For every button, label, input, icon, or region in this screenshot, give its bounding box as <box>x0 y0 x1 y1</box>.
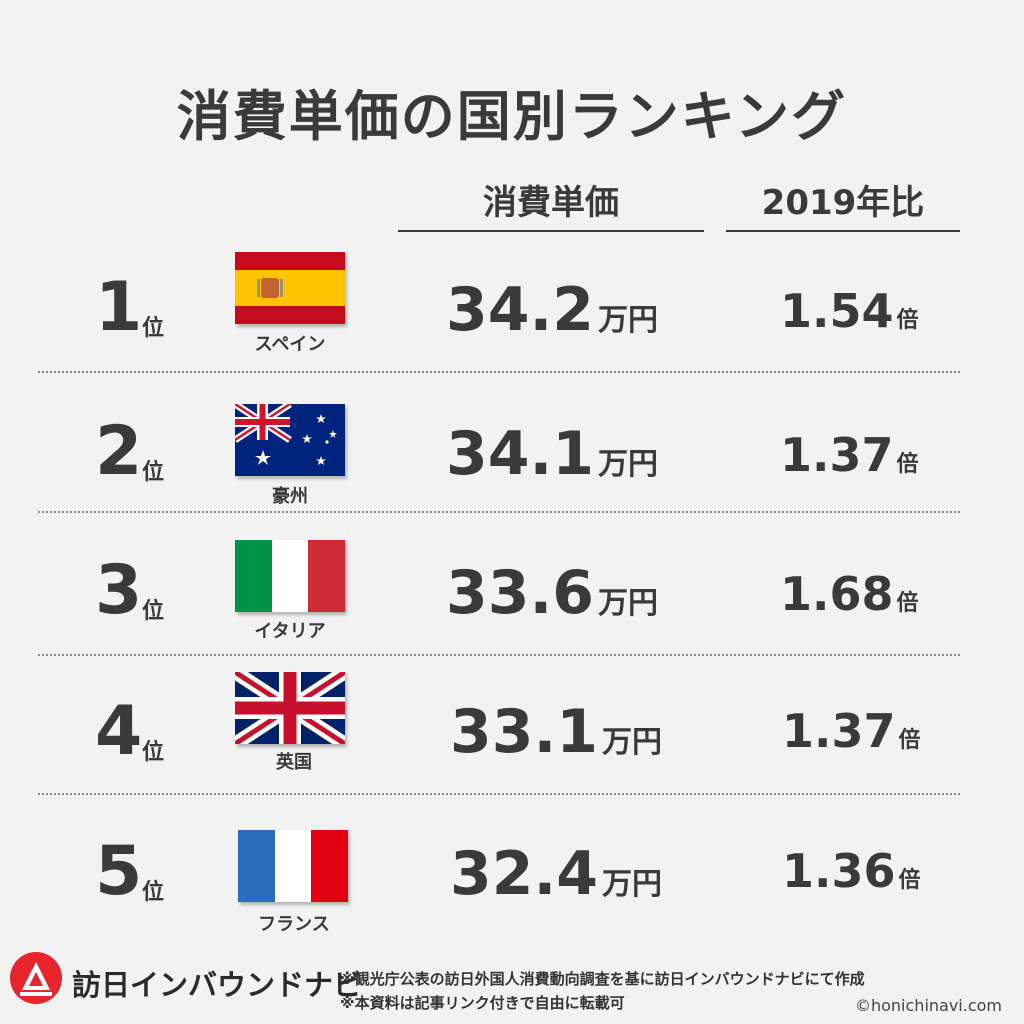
uk-flag-icon <box>235 672 345 744</box>
rank-number: 5 <box>95 832 143 911</box>
ranking-row: 5 位 フランス 32.4 万円 1.36 倍 <box>0 818 1024 948</box>
ratio-value: 1.54 <box>780 284 894 338</box>
row-divider <box>38 511 960 513</box>
spain-flag-icon <box>235 252 345 324</box>
rank-suffix: 位 <box>142 740 165 765</box>
ranking-row: 1 位 スペイン 34.2 万円 1.54 倍 <box>0 250 1024 380</box>
ratio-unit: 倍 <box>898 728 921 753</box>
italy-flag-icon <box>235 540 345 612</box>
rank-suffix: 位 <box>142 880 165 905</box>
price-unit: 万円 <box>598 303 659 338</box>
brand-name: 訪日インバウンドナビ <box>72 968 363 1002</box>
ranking-row: 2 位 <box>0 400 1024 530</box>
row-divider <box>38 793 960 795</box>
ratio-unit: 倍 <box>896 591 919 616</box>
ratio-unit: 倍 <box>896 308 919 333</box>
rank-suffix: 位 <box>142 599 165 624</box>
price-value: 34.2 <box>446 275 595 345</box>
ratio-value-cell: 1.54 倍 <box>780 288 919 334</box>
ratio-value: 1.36 <box>782 844 896 898</box>
australia-flag-icon <box>235 404 345 476</box>
country-name: スペイン <box>254 334 326 355</box>
page-title: 消費単価の国別ランキング <box>176 85 848 148</box>
reprint-note: ※本資料は記事リンク付きで自由に転載可 <box>340 994 625 1012</box>
price-value: 33.1 <box>450 697 599 767</box>
france-flag-icon <box>238 830 348 902</box>
country-name: 英国 <box>276 752 312 773</box>
price-value: 34.1 <box>446 419 595 489</box>
price-value: 32.4 <box>450 839 599 909</box>
ranking-row: 4 位 英国 33.1 万円 1.37 倍 <box>0 668 1024 798</box>
ratio-value-cell: 1.68 倍 <box>780 571 919 617</box>
price-value-cell: 34.2 万円 <box>446 280 658 340</box>
rank-suffix: 位 <box>142 316 165 341</box>
ranking-row: 3 位 イタリア 33.6 万円 1.68 倍 <box>0 535 1024 665</box>
rank-number: 4 <box>95 692 143 771</box>
ratio-value-cell: 1.36 倍 <box>782 848 921 894</box>
ratio-unit: 倍 <box>898 868 921 893</box>
price-value-cell: 33.6 万円 <box>446 563 658 623</box>
country-name: 豪州 <box>272 486 308 507</box>
price-unit: 万円 <box>602 867 663 902</box>
ratio-value: 1.68 <box>780 567 894 621</box>
row-divider <box>38 371 960 373</box>
price-unit: 万円 <box>598 447 659 482</box>
price-column-header: 消費単価 <box>483 183 619 223</box>
row-divider <box>38 654 960 656</box>
country-name: フランス <box>258 914 330 935</box>
price-value-cell: 33.1 万円 <box>450 702 662 762</box>
price-value-cell: 32.4 万円 <box>450 844 662 904</box>
ratio-value: 1.37 <box>782 704 896 758</box>
country-name: イタリア <box>254 621 326 642</box>
ratio-value-cell: 1.37 倍 <box>780 432 919 478</box>
copyright-credit: ©honichinavi.com <box>854 996 1002 1015</box>
rank-number: 1 <box>95 268 143 347</box>
ratio-value: 1.37 <box>780 428 894 482</box>
rank-suffix: 位 <box>142 460 165 485</box>
price-value-cell: 34.1 万円 <box>446 424 658 484</box>
price-value: 33.6 <box>446 558 595 628</box>
rank-number: 2 <box>95 412 143 491</box>
ratio-unit: 倍 <box>896 452 919 477</box>
ratio-value-cell: 1.37 倍 <box>782 708 921 754</box>
source-note: ※観光庁公表の訪日外国人消費動向調査を基に訪日インバウンドナビにて作成 <box>340 970 865 988</box>
ratio-column-header: 2019年比 <box>761 183 925 223</box>
ratio-header-underline <box>726 230 960 232</box>
price-unit: 万円 <box>602 725 663 760</box>
brand-logo-icon <box>10 952 62 1004</box>
price-header-underline <box>398 230 704 232</box>
rank-number: 3 <box>95 551 143 630</box>
price-unit: 万円 <box>598 586 659 621</box>
